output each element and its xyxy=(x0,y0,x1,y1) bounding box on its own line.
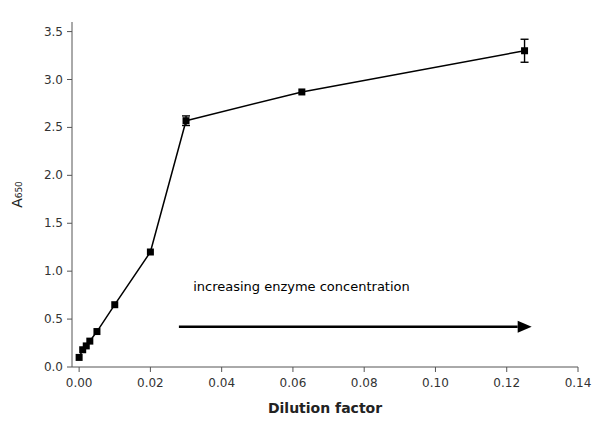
x-tick xyxy=(506,367,507,372)
y-tick-label: 0.0 xyxy=(44,360,63,374)
error-bar xyxy=(521,39,529,62)
x-tick xyxy=(221,367,222,372)
x-tick xyxy=(292,367,293,372)
data-point xyxy=(183,117,190,124)
error-bar-cap xyxy=(182,125,190,126)
x-tick-label: 0.00 xyxy=(66,376,93,390)
x-tick-label: 0.12 xyxy=(493,376,520,390)
data-line xyxy=(79,51,524,358)
data-point xyxy=(147,249,154,256)
x-tick xyxy=(364,367,365,372)
annotation-text: increasing enzyme concentration xyxy=(193,279,410,294)
x-axis-line xyxy=(72,367,578,368)
x-tick-label: 0.14 xyxy=(565,376,592,390)
x-tick-label: 0.02 xyxy=(137,376,164,390)
x-tick xyxy=(79,367,80,372)
data-point xyxy=(86,338,93,345)
y-tick-label: 2.0 xyxy=(44,168,63,182)
x-tick-label: 0.08 xyxy=(351,376,378,390)
data-point xyxy=(76,354,83,361)
background xyxy=(0,0,600,429)
y-tick xyxy=(67,319,72,320)
y-axis-line xyxy=(72,22,73,367)
data-point xyxy=(111,301,118,308)
y-tick xyxy=(67,223,72,224)
x-tick xyxy=(435,367,436,372)
data-point xyxy=(93,328,100,335)
y-tick-label: 3.0 xyxy=(44,73,63,87)
y-tick xyxy=(67,127,72,128)
y-tick xyxy=(67,271,72,272)
error-bar xyxy=(182,116,190,126)
plot-area xyxy=(76,39,529,361)
y-tick xyxy=(67,367,72,368)
x-tick-label: 0.04 xyxy=(208,376,235,390)
y-tick-label: 1.0 xyxy=(44,264,63,278)
data-point xyxy=(521,47,528,54)
data-point xyxy=(298,88,305,95)
x-tick xyxy=(578,367,579,372)
arrow-head xyxy=(518,321,532,333)
x-tick-label: 0.06 xyxy=(280,376,307,390)
chart: 0.00 0.02 0.04 0.06 0.08 0.10 0.12 0.14 0.0 0.5 1.… xyxy=(0,0,600,429)
x-tick-label: 0.10 xyxy=(422,376,449,390)
x-axis-label: Dilution factor xyxy=(268,400,382,416)
y-tick xyxy=(67,31,72,32)
y-tick xyxy=(67,79,72,80)
y-tick xyxy=(67,175,72,176)
y-tick-label: 0.5 xyxy=(44,312,63,326)
y-tick-label: 3.5 xyxy=(44,25,63,39)
arrow-body xyxy=(179,326,518,329)
annotation-arrow xyxy=(179,321,532,333)
error-bar-cap xyxy=(521,39,529,40)
y-tick-label: 1.5 xyxy=(44,216,63,230)
x-tick xyxy=(150,367,151,372)
y-tick-label: 2.5 xyxy=(44,120,63,134)
error-bar-cap xyxy=(182,115,190,116)
y-axis-label: A₆₅₀ xyxy=(9,181,25,208)
error-bar-cap xyxy=(521,62,529,63)
